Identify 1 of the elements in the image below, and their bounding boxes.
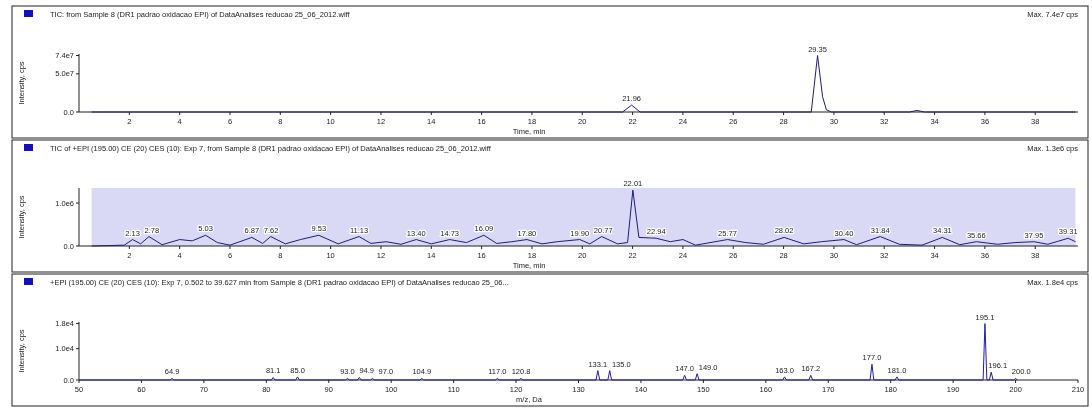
- line-series: [91, 55, 1076, 113]
